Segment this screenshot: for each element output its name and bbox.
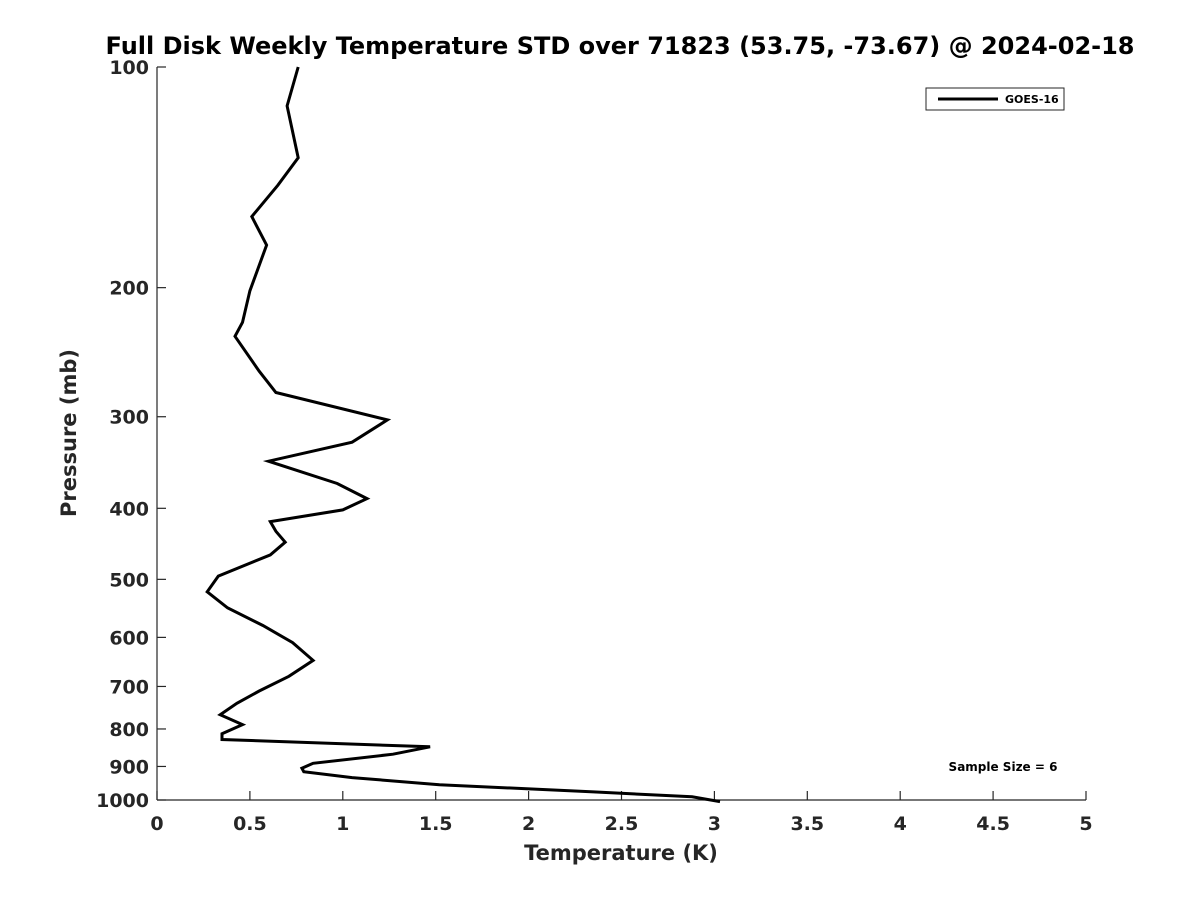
x-axis-label: Temperature (K) — [524, 841, 718, 865]
series-layer — [205, 66, 721, 804]
x-tick-label: 2 — [522, 813, 535, 835]
x-tick-label: 1 — [336, 813, 349, 835]
y-tick-label: 400 — [109, 498, 149, 520]
x-tick-label: 4 — [894, 813, 907, 835]
x-tick-label: 1.5 — [419, 813, 453, 835]
series-line-goes-16 — [205, 66, 721, 804]
y-tick-label: 300 — [109, 407, 149, 429]
x-tick-label: 5 — [1079, 813, 1092, 835]
y-tick-label: 200 — [109, 278, 149, 300]
y-tick-label: 900 — [109, 756, 149, 778]
legend: GOES-16 — [925, 87, 1065, 111]
x-tick-label: 2.5 — [605, 813, 639, 835]
y-tick-label: 100 — [109, 57, 149, 79]
x-tick-label: 0.5 — [233, 813, 267, 835]
y-tick-label: 800 — [109, 719, 149, 741]
x-tick-label: 3 — [708, 813, 721, 835]
y-tick-label: 500 — [109, 569, 149, 591]
y-tick-label: 700 — [109, 676, 149, 698]
plot-axes — [156, 67, 1086, 801]
y-tick-label: 1000 — [96, 790, 149, 812]
legend-label-goes-16: GOES-16 — [1005, 93, 1059, 106]
y-tick-label: 600 — [109, 627, 149, 649]
y-ticks: 100 200 300 400 500 600 700 800 900 1000 — [96, 57, 166, 812]
x-tick-label: 4.5 — [976, 813, 1010, 835]
chart-title: Full Disk Weekly Temperature STD over 71… — [106, 32, 1135, 60]
sample-size-annotation: Sample Size = 6 — [949, 760, 1058, 774]
x-tick-label: 0 — [150, 813, 163, 835]
x-tick-label: 3.5 — [790, 813, 824, 835]
x-ticks: 0 0.5 1 1.5 2 2.5 3 3.5 4 4.5 5 — [150, 791, 1093, 835]
y-axis-label: Pressure (mb) — [57, 349, 81, 517]
